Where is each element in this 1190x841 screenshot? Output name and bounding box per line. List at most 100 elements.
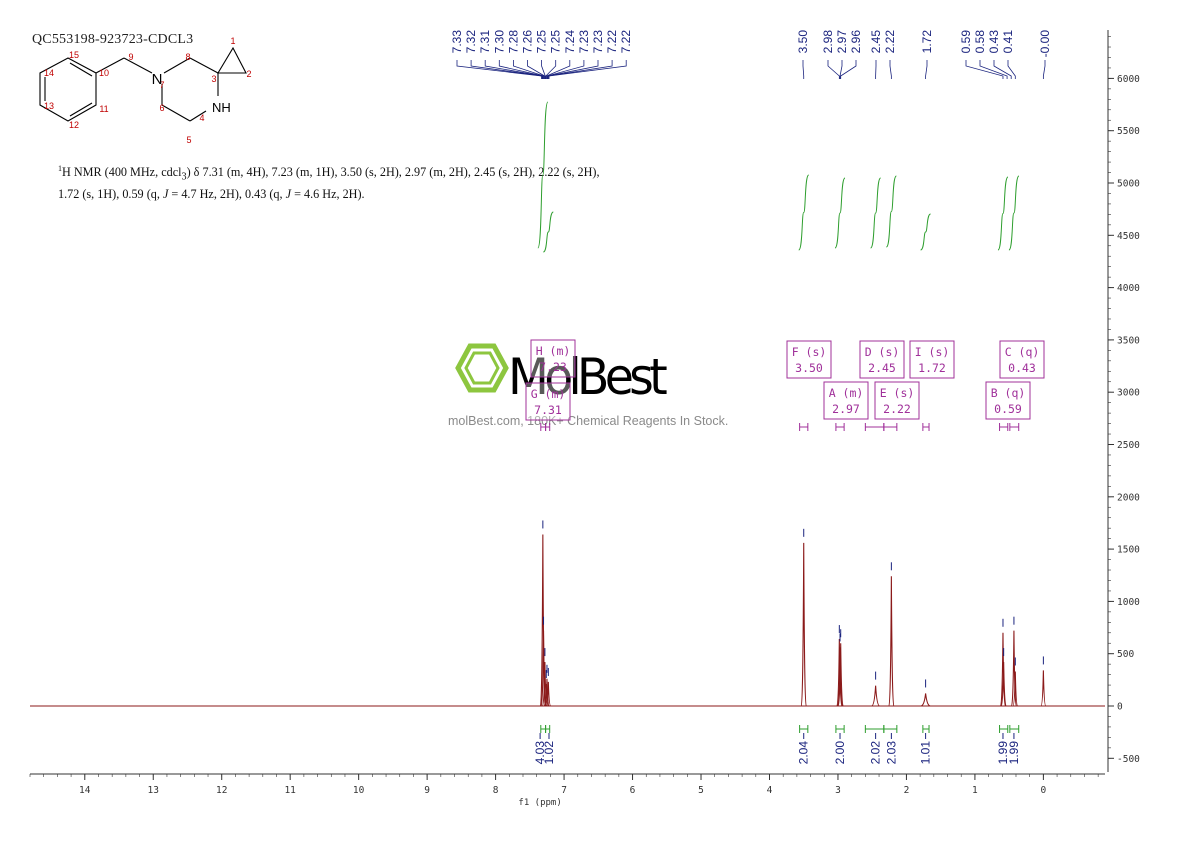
integral-value: 2.04 — [797, 741, 811, 765]
peak-label: 7.33 — [450, 30, 464, 54]
nmr-description-superscript: 1 — [58, 164, 62, 173]
multiplet-box-value: 2.45 — [868, 361, 896, 375]
nitrogen-label: N — [152, 71, 163, 88]
peak-label-connector — [548, 60, 627, 79]
atom-number-label: 3 — [211, 74, 216, 84]
spectrum-peak — [836, 639, 843, 707]
integral-value: 1.01 — [919, 741, 933, 765]
y-tick-label: 2000 — [1117, 492, 1140, 503]
integral-range-bar — [999, 725, 1009, 733]
benzene-double-bond — [69, 102, 93, 117]
multiplet-box-label: I (s) — [915, 345, 950, 359]
y-tick-label: 5500 — [1117, 126, 1140, 137]
multiplet-box — [525, 382, 571, 421]
integral-curve — [920, 213, 931, 251]
y-tick-label: 4500 — [1117, 231, 1140, 242]
integral-curve — [798, 174, 810, 251]
multiplet-box — [909, 340, 955, 379]
multiplet-box — [999, 340, 1045, 379]
integral-curve — [885, 175, 897, 248]
spectrum-peak — [1040, 670, 1047, 707]
spectrum-peak — [800, 542, 807, 707]
bond — [189, 57, 219, 74]
multiplet-box-label: A (m) — [829, 386, 864, 400]
spectrum-peak — [545, 681, 552, 707]
integral-range-bar — [835, 725, 845, 733]
peak-label: 7.22 — [619, 30, 633, 54]
atom-number-label: 6 — [159, 103, 164, 113]
amine-label: NH — [212, 100, 231, 115]
multiplet-box-value: 0.59 — [994, 402, 1022, 416]
multiplet-box-label: C (q) — [1005, 345, 1040, 359]
multiplet-box-value: 0.43 — [1008, 361, 1036, 375]
peak-label-connector — [965, 60, 1004, 79]
peak-label: 7.25 — [549, 30, 563, 54]
peak-label-connector — [1007, 60, 1016, 79]
peak-label: 2.96 — [849, 30, 863, 54]
peak-label: 2.45 — [869, 30, 883, 54]
x-tick-label: 1 — [972, 785, 978, 796]
y-tick-label: 1500 — [1117, 545, 1140, 556]
atom-number-label: 4 — [199, 113, 204, 123]
x-tick-label: 8 — [493, 785, 499, 796]
peak-label: 3.50 — [796, 30, 810, 54]
peak-label: 0.41 — [1001, 30, 1015, 54]
atom-number-label: 2 — [246, 69, 251, 79]
peak-label: 7.31 — [478, 30, 492, 54]
peak-label-connector — [802, 60, 805, 79]
peak-label: 7.22 — [605, 30, 619, 54]
nmr-description-text: H NMR (400 MHz, cdcl3) δ 7.31 (m, 4H), 7… — [58, 165, 600, 201]
y-tick-label: 1000 — [1117, 597, 1140, 608]
multiplet-box-label: E (s) — [880, 386, 915, 400]
peak-label-connector — [527, 60, 546, 79]
atom-number-label: 14 — [44, 68, 54, 78]
atom-number-label: 5 — [186, 135, 191, 145]
molecule-structure — [39, 46, 247, 122]
integral-range-bar — [1009, 725, 1020, 733]
peak-label-connector — [545, 60, 557, 79]
x-tick-label: 10 — [353, 785, 365, 796]
multiplet-box-label: F (s) — [792, 345, 827, 359]
peak-label-connector — [541, 60, 546, 79]
multiplet-box — [786, 340, 832, 379]
integral-range-bar — [922, 725, 930, 733]
multiplet-box-label: B (q) — [991, 386, 1026, 400]
x-tick-label: 5 — [698, 785, 704, 796]
x-tick-label: 0 — [1041, 785, 1047, 796]
peak-label: 2.98 — [821, 30, 835, 54]
y-tick-label: 500 — [1117, 649, 1134, 660]
peak-label: 7.23 — [591, 30, 605, 54]
spectrum-peak — [837, 643, 844, 707]
x-tick-label: 11 — [284, 785, 296, 796]
peak-label-connector — [546, 60, 585, 79]
peak-label-connector — [993, 60, 1012, 79]
multiplet-range-bar — [799, 423, 809, 431]
integral-value: 1.02 — [542, 741, 556, 765]
peak-label-connector — [827, 60, 840, 79]
y-tick-label: 4000 — [1117, 283, 1140, 294]
integral-curve — [1008, 175, 1020, 251]
peak-label: 2.22 — [883, 30, 897, 54]
spectrum-peak — [1000, 662, 1007, 707]
atom-number-label: 15 — [69, 50, 79, 60]
peak-label-connector — [839, 60, 843, 79]
bond — [95, 57, 125, 74]
integral-curve — [997, 176, 1009, 251]
integral-value: 2.03 — [884, 741, 898, 765]
y-tick-label: 6000 — [1117, 74, 1140, 85]
x-tick-label: 4 — [767, 785, 773, 796]
integral-range-bar — [864, 725, 885, 733]
x-tick-label: 3 — [835, 785, 841, 796]
peak-label-connector — [889, 60, 892, 79]
multiplet-box — [530, 339, 576, 378]
peak-label: 7.23 — [577, 30, 591, 54]
integral-value: 2.00 — [833, 741, 847, 765]
atom-number-label: 10 — [99, 68, 109, 78]
peak-label: 0.58 — [973, 30, 987, 54]
multiplet-box-label: H (m) — [536, 344, 571, 358]
y-tick-label: 3000 — [1117, 388, 1140, 399]
bond — [161, 104, 191, 122]
bond — [123, 57, 153, 74]
